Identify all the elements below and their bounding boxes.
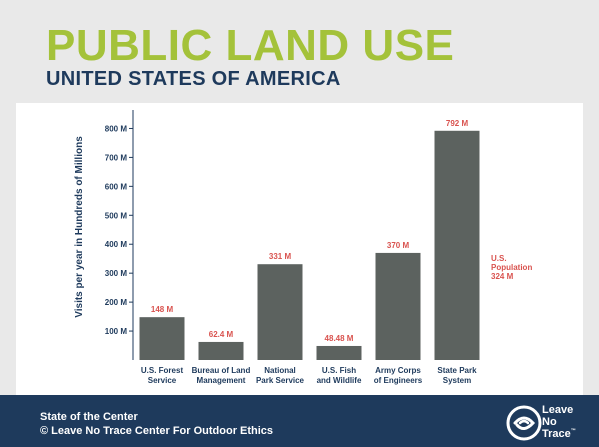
y-tick-label: 100 M [105, 327, 128, 336]
y-tick-label: 200 M [105, 298, 128, 307]
y-tick-label: 500 M [105, 211, 128, 220]
logo-trademark: ™ [570, 428, 576, 434]
footer-line-2: © Leave No Trace Center For Outdoor Ethi… [40, 425, 274, 437]
bar [375, 252, 421, 360]
category-label: of Engineers [374, 376, 423, 385]
bar [198, 341, 244, 360]
bar [434, 130, 480, 360]
y-tick-label: 800 M [105, 124, 128, 133]
category-label: Service [148, 376, 177, 385]
leave-no-trace-swirl-icon [506, 405, 542, 441]
bar-value-label: 331 M [269, 252, 292, 261]
page-title: PUBLIC LAND USE [46, 21, 455, 70]
category-label: Park Service [256, 376, 305, 385]
category-label: Army Corps [375, 366, 421, 375]
y-axis: 100 M 200 M 300 M 400 M 500 M 600 M 700 M 800 M [105, 110, 134, 360]
category-label: State Park [437, 366, 477, 375]
y-tick-label: 700 M [105, 153, 128, 162]
category-label: U.S. Fish [322, 366, 356, 375]
category-label: Management [197, 376, 246, 385]
annotation-text: Population [491, 263, 532, 272]
y-axis-label: Visits per year in Hundreds of Millions [74, 136, 85, 318]
y-tick-label: 400 M [105, 240, 128, 249]
logo-text-line-1: Leave [542, 404, 574, 416]
category-label: System [443, 376, 471, 385]
category-label: National [264, 366, 296, 375]
category-label: and Wildlife [317, 376, 362, 385]
y-tick-label: 600 M [105, 182, 128, 191]
bar-value-label: 792 M [446, 119, 469, 128]
page-subtitle: UNITED STATES OF AMERICA [46, 68, 341, 90]
bar [257, 264, 303, 360]
bar-value-label: 48.48 M [325, 334, 354, 343]
y-tick-label: 300 M [105, 269, 128, 278]
category-label: Bureau of Land [192, 366, 251, 375]
annotation-text: U.S. [491, 254, 507, 263]
bar [139, 317, 185, 360]
annotation-text: 324 M [491, 272, 514, 281]
bar-value-label: 62.4 M [209, 330, 234, 339]
logo-text-trace: Trace [542, 428, 571, 440]
logo-text-line-3: Trace™ [542, 429, 576, 440]
bar-value-label: 370 M [387, 241, 410, 250]
bar-value-label: 148 M [151, 305, 174, 314]
category-label: U.S. Forest [141, 366, 184, 375]
footer-line-1: State of the Center [40, 411, 138, 423]
bar [316, 345, 362, 360]
header: PUBLIC LAND USE UNITED STATES OF AMERICA [0, 0, 599, 102]
footer: State of the Center © Leave No Trace Cen… [0, 395, 599, 447]
logo-text-line-2: No [542, 416, 557, 428]
